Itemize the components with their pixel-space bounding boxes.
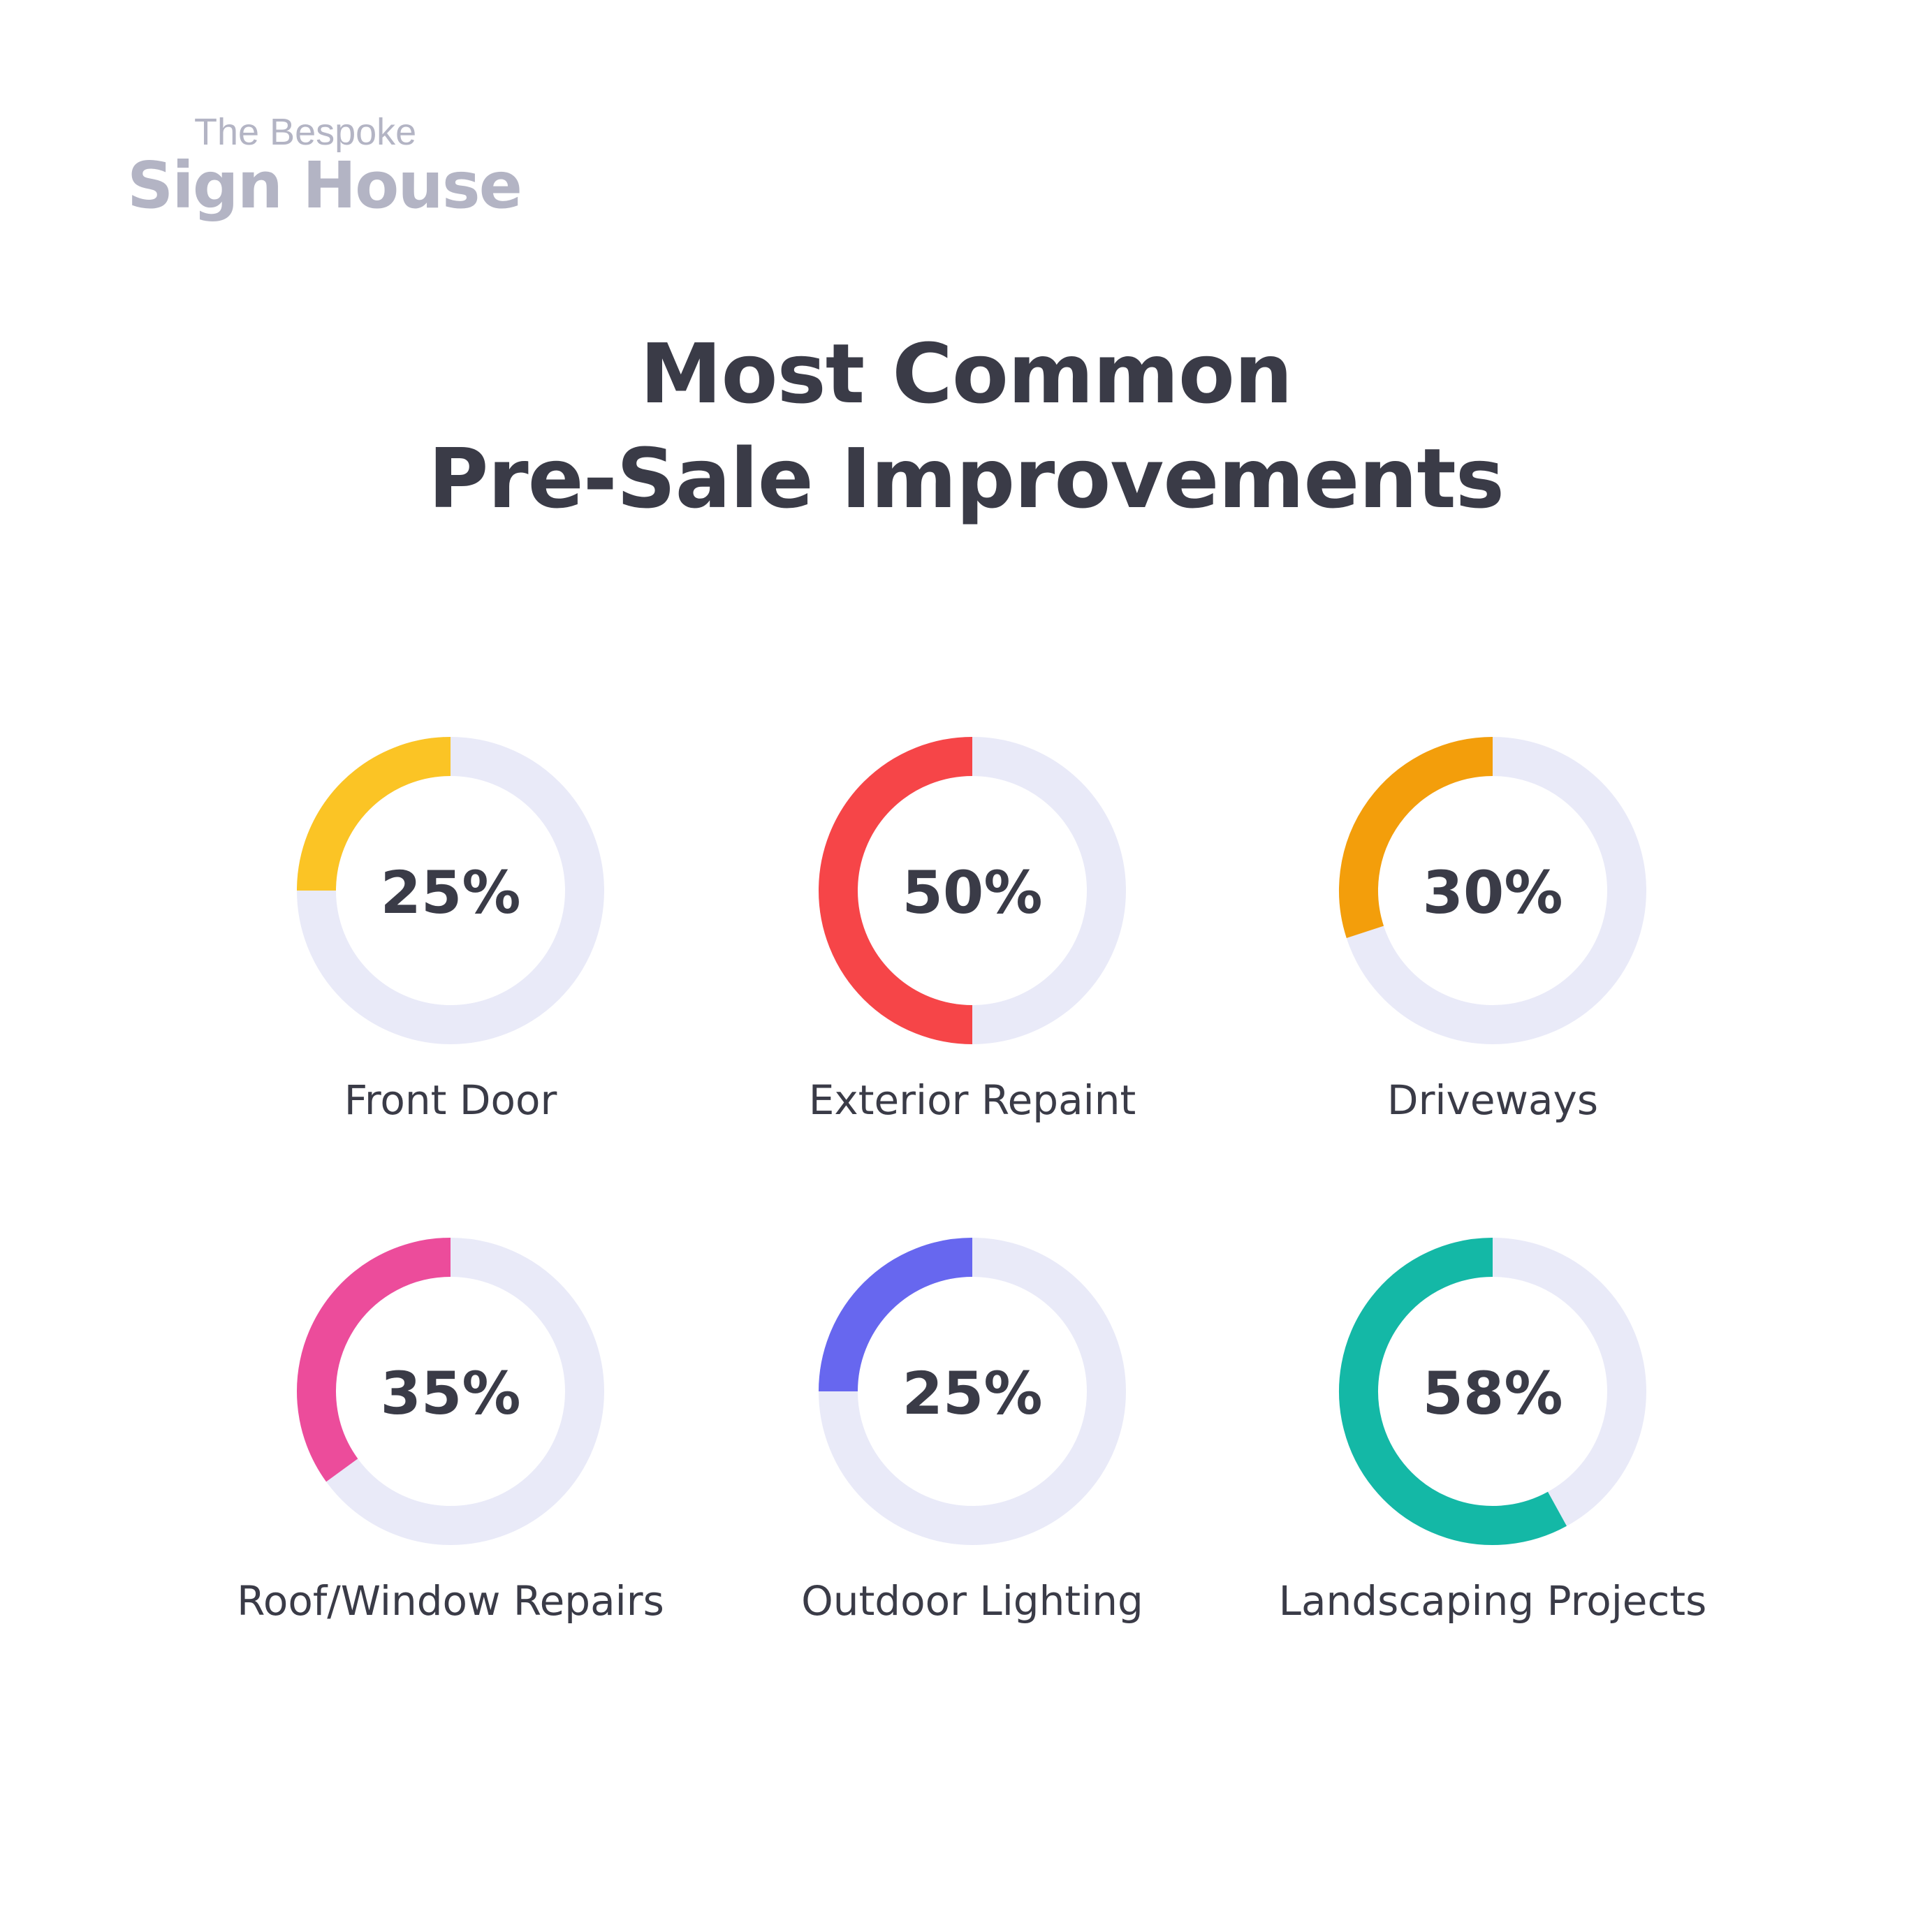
chart-title-line-1: Most Common [640,325,1293,422]
donut-5: 58% Landscaping Projects [1279,1238,1707,1625]
donut-value-label-5: 58% [1422,1359,1563,1428]
donut-arc-0 [297,737,451,891]
logo-line-large: Sign House [127,148,522,223]
donut-category-label-5: Landscaping Projects [1279,1577,1707,1625]
donut-value-label-2: 30% [1422,858,1563,927]
donut-category-label-0: Front Door [344,1076,557,1124]
donut-arc-2 [1339,737,1493,938]
donut-category-label-2: Driveways [1387,1076,1598,1124]
donut-category-label-3: Roof/Window Repairs [237,1577,664,1625]
donut-category-label-4: Outdoor Lighting [801,1577,1143,1625]
donut-3: 35% Roof/Window Repairs [237,1238,664,1625]
chart-title: Most Common Pre-Sale Improvements [0,321,1932,531]
donut-4: 25% Outdoor Lighting [801,1238,1143,1625]
donut-category-label-1: Exterior Repaint [809,1076,1136,1124]
logo-line-small: The Bespoke [194,111,417,153]
donut-1: 50% Exterior Repaint [809,737,1136,1124]
chart-title-line-2: Pre-Sale Improvements [427,430,1505,527]
donut-value-label-3: 35% [380,1359,520,1428]
logo: The Bespoke Sign House [127,105,522,230]
donut-arc-3 [297,1238,451,1482]
donut-value-label-0: 25% [380,858,520,927]
donut-2: 30% Driveways [1339,737,1646,1124]
donut-arc-5 [1339,1238,1567,1545]
donut-arc-4 [819,1238,973,1392]
donut-arc-1 [819,737,973,1044]
donut-0: 25% Front Door [297,737,604,1124]
donut-value-label-1: 50% [902,858,1042,927]
donut-value-label-4: 25% [902,1359,1042,1428]
